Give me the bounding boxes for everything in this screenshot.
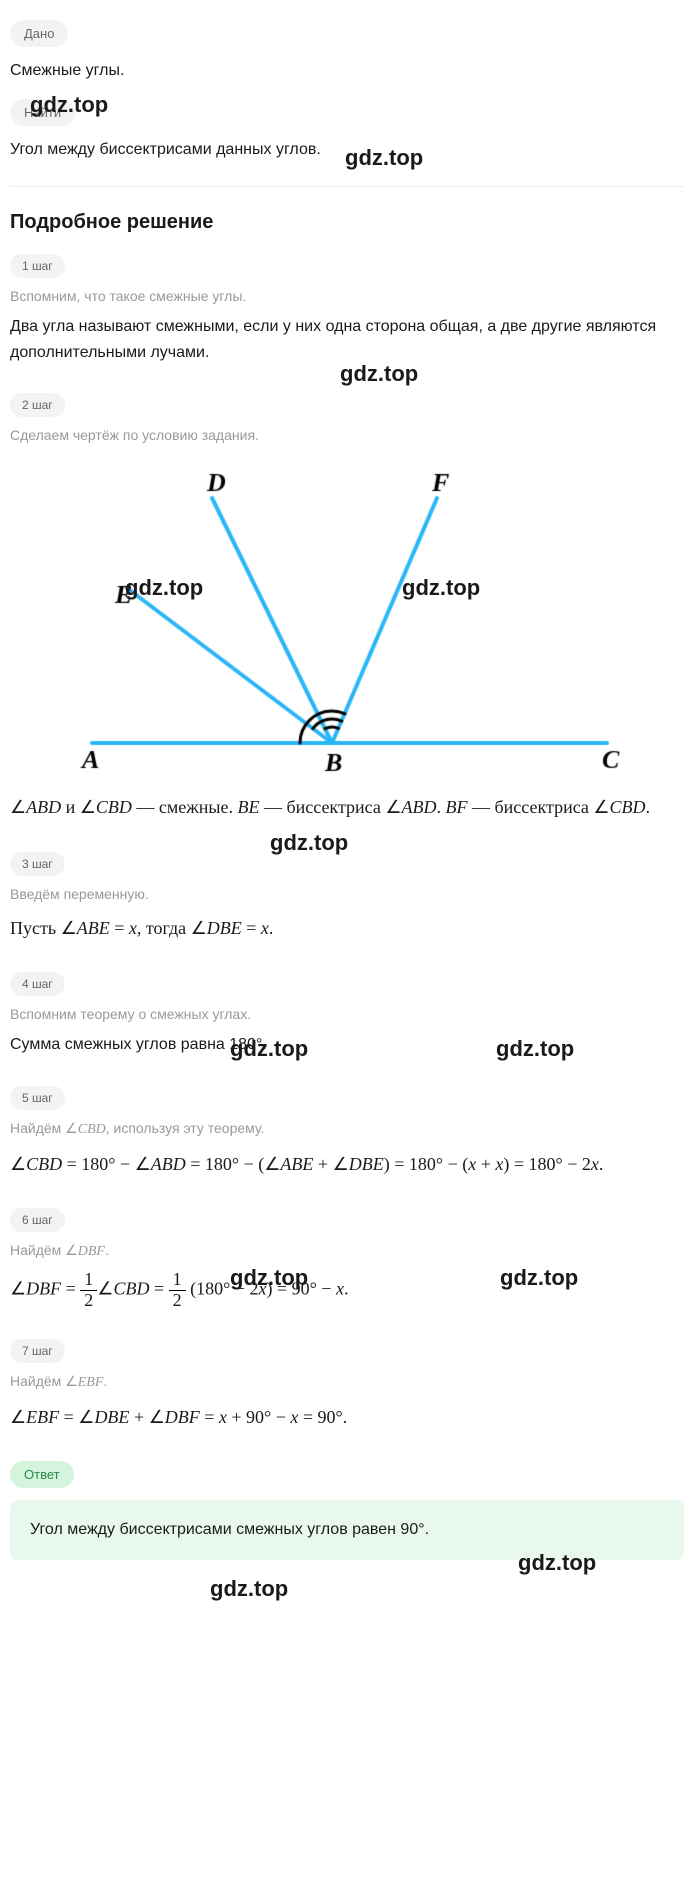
geometry-diagram [67,463,627,783]
step-hint-7: Найдём ∠EBF. [10,1373,684,1391]
step-hint-2: Сделаем чертёж по условию задания. [10,427,684,443]
step-hint-5: Найдём ∠CBD, используя эту теорему. [10,1120,684,1138]
step-content-3: Пусть ∠ABE = x, тогда ∠DBE = x. [10,912,684,944]
step-content-1: Два угла называют смежными, если у них о… [10,314,684,365]
step-content-7: ∠EBF = ∠DBE + ∠DBF = x + 90° − x = 90°. [10,1401,684,1433]
step-content-2: ∠ABD и ∠CBD — смежные. BE — биссектриса … [10,791,684,823]
step-content-5: ∠CBD = 180° − ∠ABD = 180° − (∠ABE + ∠DBE… [10,1148,684,1180]
step-badge-2: 2 шаг [10,393,65,417]
step-hint-3: Введём переменную. [10,886,684,902]
step-hint-6: Найдём ∠DBF. [10,1242,684,1260]
step-badge-3: 3 шаг [10,852,65,876]
find-tag: Найти [10,99,75,126]
diagram-canvas [67,463,627,783]
find-text: Угол между биссектрисами данных углов. [10,138,684,162]
page-content: Дано Смежные углы. Найти Угол между бисс… [10,20,684,1560]
step-badge-1: 1 шаг [10,254,65,278]
step-badge-4: 4 шаг [10,972,65,996]
answer-tag: Ответ [10,1461,74,1488]
step-badge-6: 6 шаг [10,1208,65,1232]
solution-title: Подробное решение [10,211,684,234]
answer-text: Угол между биссектрисами смежных углов р… [30,1521,429,1538]
step-hint-1: Вспомним, что такое смежные углы. [10,288,684,304]
step-content-4: Сумма смежных углов равна 180°. [10,1032,684,1058]
given-text: Смежные углы. [10,59,684,83]
watermark-text: gdz.top [210,1576,288,1602]
answer-box: Угол между биссектрисами смежных углов р… [10,1500,684,1560]
step-badge-7: 7 шаг [10,1339,65,1363]
divider [10,186,684,187]
step-content-6: ∠DBF = 12∠CBD = 12 (180° − 2x) = 90° − x… [10,1270,684,1311]
step-badge-5: 5 шаг [10,1086,65,1110]
watermark-text: gdz.top [270,830,348,856]
given-tag: Дано [10,20,68,47]
step-hint-4: Вспомним теорему о смежных углах. [10,1006,684,1022]
